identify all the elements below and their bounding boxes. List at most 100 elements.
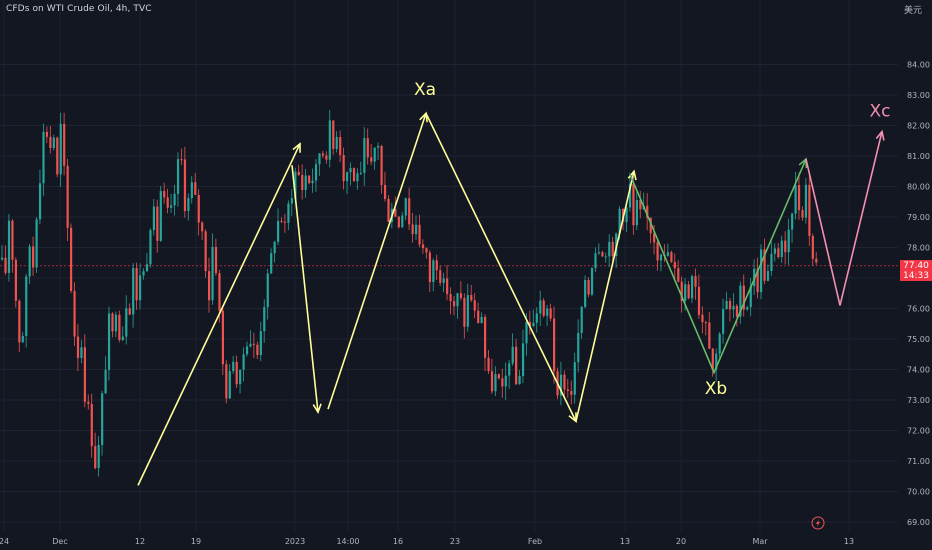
candle	[508, 359, 511, 389]
candle	[577, 319, 580, 373]
candle	[446, 264, 449, 301]
candle	[301, 164, 304, 200]
candle	[304, 169, 307, 198]
candle	[732, 293, 735, 318]
candle	[597, 243, 601, 256]
candle	[314, 158, 318, 192]
candle	[594, 247, 597, 273]
candle	[497, 373, 500, 380]
candle	[504, 362, 507, 400]
candle	[145, 252, 149, 272]
candle	[80, 339, 83, 364]
y-tick-label: 81.00	[907, 152, 930, 161]
candle	[249, 330, 252, 348]
candle	[121, 326, 124, 342]
candle	[760, 244, 763, 300]
x-tick-label: 14:00	[336, 537, 359, 546]
candle	[187, 193, 190, 221]
candle	[421, 239, 425, 254]
candle	[804, 178, 808, 224]
chart-title: CFDs on WTI Crude Oil, 4h, TVC	[6, 4, 152, 14]
candle	[397, 216, 400, 229]
candle	[97, 436, 100, 477]
candle	[739, 281, 742, 324]
candle	[380, 144, 383, 194]
candle	[477, 302, 480, 324]
candle	[535, 307, 538, 333]
candle	[232, 355, 235, 374]
candle	[342, 147, 345, 190]
candle	[297, 164, 300, 176]
candle	[566, 378, 569, 399]
candle	[373, 147, 376, 170]
candle	[128, 303, 131, 316]
candle	[73, 282, 76, 347]
candle	[815, 251, 818, 265]
candle	[515, 339, 518, 386]
candle	[611, 236, 614, 263]
candle	[277, 208, 280, 245]
y-tick-label: 79.00	[907, 213, 930, 222]
candle	[273, 240, 276, 263]
y-tick-label: 69.00	[907, 518, 930, 527]
candle	[235, 355, 238, 389]
y-tick-label: 82.00	[907, 122, 930, 131]
wave-lines	[137, 111, 885, 486]
candle	[270, 248, 273, 274]
candle	[532, 309, 535, 328]
price-axis[interactable]: 69.00 70.00 71.00 72.00 73.00 74.00 75.00 76.00…	[907, 61, 930, 528]
candle	[801, 206, 804, 221]
candle	[763, 238, 766, 285]
candle	[773, 243, 776, 262]
time-axis[interactable]: 24 Dec 12 19 2023 14:00 16 23 Feb 13 20 Mar 13	[0, 537, 854, 546]
x-tick-label: 20	[676, 537, 686, 546]
lightning-icon[interactable]	[811, 516, 825, 530]
candle	[125, 295, 128, 345]
candle	[308, 175, 311, 185]
candle	[570, 380, 573, 405]
candle	[38, 169, 42, 225]
candle	[673, 253, 676, 282]
x-tick-label: 13	[844, 537, 854, 546]
candle	[197, 189, 200, 236]
candle	[32, 236, 35, 276]
y-tick-label: 76.00	[907, 305, 930, 314]
candle	[356, 168, 359, 190]
candle	[259, 321, 262, 362]
wave-line-green	[629, 158, 807, 375]
candle	[480, 312, 483, 324]
candle	[632, 176, 635, 235]
wave-arrowhead	[875, 129, 885, 141]
candle	[697, 274, 701, 319]
candle	[321, 150, 325, 159]
candle	[559, 361, 563, 406]
y-tick-label: 78.00	[907, 244, 930, 253]
candle	[625, 205, 628, 233]
candle	[76, 324, 80, 372]
candle	[694, 268, 697, 300]
candle	[221, 305, 224, 375]
candle	[456, 292, 459, 319]
candle	[228, 364, 231, 399]
candle	[280, 217, 283, 224]
candle	[190, 176, 193, 204]
candle	[28, 243, 31, 284]
wave-line-pink	[805, 131, 883, 306]
candle	[401, 211, 404, 229]
candle	[728, 297, 732, 322]
candle	[442, 272, 445, 293]
candle	[170, 193, 173, 213]
candle	[742, 274, 745, 317]
candle	[4, 245, 7, 275]
candle	[590, 266, 594, 297]
candle	[601, 250, 604, 257]
candle	[66, 158, 69, 242]
x-tick-label: 24	[0, 537, 9, 546]
candle	[63, 112, 66, 176]
candle	[363, 127, 366, 186]
y-tick-label: 74.00	[907, 366, 930, 375]
candle	[587, 277, 590, 298]
candle	[718, 331, 721, 360]
y-tick-label: 72.00	[907, 427, 930, 436]
